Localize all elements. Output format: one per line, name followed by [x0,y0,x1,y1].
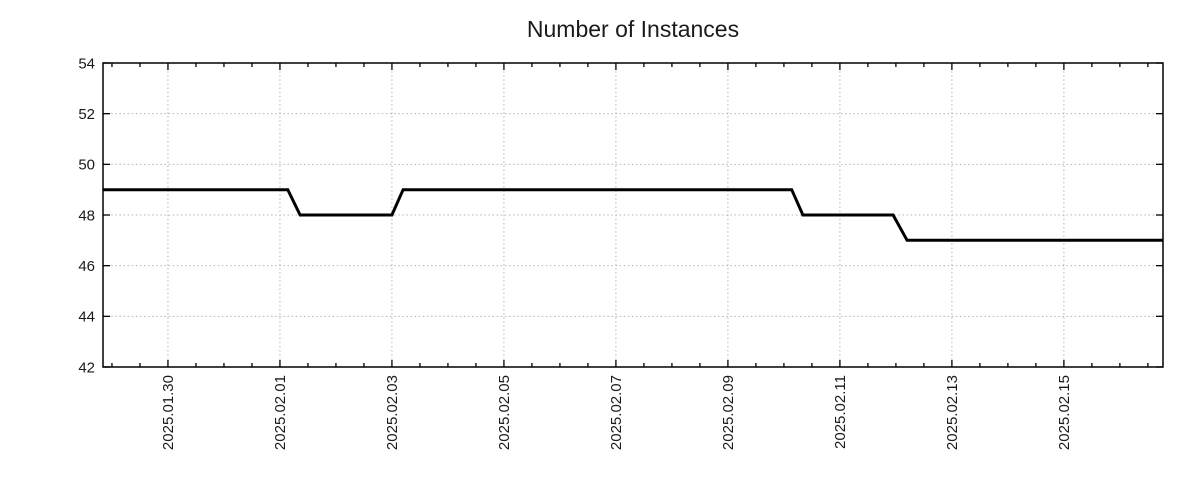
y-tick-label: 42 [78,359,95,376]
y-tick-label: 50 [78,157,95,174]
y-tick-label: 48 [78,207,95,224]
chart-title: Number of Instances [527,16,739,42]
grid-lines [103,63,1163,367]
data-series [103,188,1163,242]
plot-frame [102,62,1164,368]
x-tick-label: 2025.01.30 [160,375,177,450]
y-tick-label: 52 [78,106,95,123]
x-tick-label: 2025.02.11 [832,375,849,449]
x-tick-label: 2025.02.05 [496,375,513,450]
x-tick-label: 2025.02.09 [720,375,737,450]
y-tick-label: 44 [78,309,95,326]
x-tick-label: 2025.02.07 [608,375,625,450]
y-tick-label: 54 [78,55,95,72]
x-tick-label: 2025.02.15 [1056,375,1073,450]
y-tick-label: 46 [78,258,95,275]
x-tick-label: 2025.02.01 [272,375,289,450]
plot-border [102,62,1164,368]
x-tick-label: 2025.02.13 [944,375,961,450]
series-line [103,188,1163,242]
tick-labels: 42 44 46 48 50 52 54 2025.01.30 2025.02.01 2025.0… [78,55,1073,450]
x-tick-label: 2025.02.03 [384,375,401,450]
